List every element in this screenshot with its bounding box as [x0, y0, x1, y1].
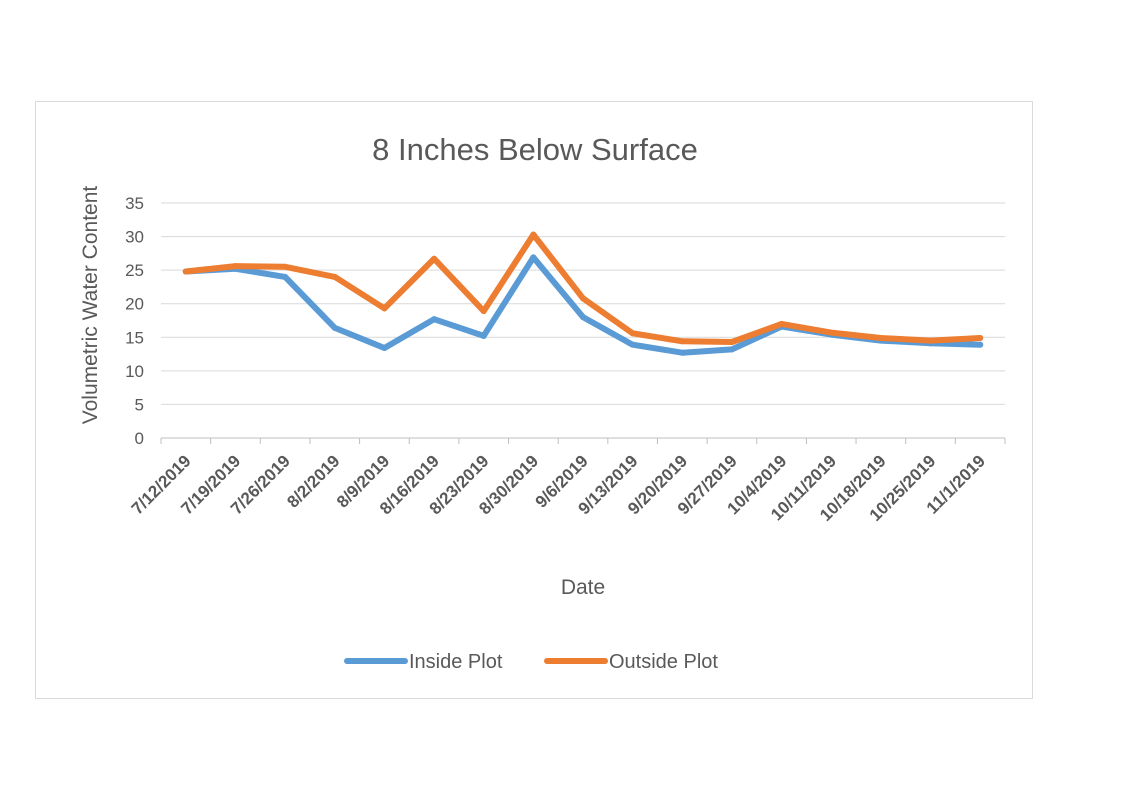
data-point — [331, 324, 338, 331]
data-point — [927, 337, 934, 344]
series-line-outside-plot — [182, 231, 984, 345]
data-point — [381, 345, 388, 352]
data-point — [431, 255, 438, 262]
chart-title: 8 Inches Below Surface — [372, 132, 698, 167]
data-point — [580, 295, 586, 302]
legend-label: Inside Plot — [409, 651, 503, 673]
legend: Inside Plot Outside Plot — [344, 651, 718, 673]
y-tick-label: 5 — [135, 395, 144, 414]
data-point — [282, 273, 289, 280]
data-point — [728, 338, 735, 345]
line-chart: 8 Inches Below Surface 0 5 10 15 20 25 30 35 7/… — [79, 132, 1006, 673]
data-point — [182, 268, 189, 275]
y-tick-label: 10 — [125, 362, 144, 381]
data-point — [580, 314, 586, 321]
data-point — [629, 341, 636, 348]
y-tick-label: 15 — [125, 328, 144, 347]
y-tick-label: 30 — [125, 228, 144, 247]
data-point — [530, 254, 537, 261]
data-point — [877, 334, 884, 341]
y-axis-title: Volumetric Water Content — [79, 186, 102, 425]
data-point — [381, 305, 388, 312]
data-point — [778, 320, 785, 327]
data-point — [629, 330, 636, 337]
data-point — [977, 341, 984, 348]
y-tick-labels: 0 5 10 15 20 25 30 35 — [125, 194, 144, 448]
data-point — [728, 346, 735, 353]
data-point — [480, 308, 487, 315]
legend-label: Outside Plot — [609, 651, 718, 673]
series-lines — [182, 231, 984, 356]
data-point — [232, 263, 239, 270]
gridlines — [161, 202, 1005, 405]
y-tick-label: 0 — [135, 429, 144, 448]
data-point — [431, 316, 438, 323]
x-tick-label: 8/2/2019 — [283, 451, 343, 511]
data-point — [828, 329, 835, 336]
x-axis: 7/12/20197/19/20197/26/20198/2/20198/9/2… — [128, 437, 1006, 525]
data-point — [480, 332, 487, 339]
y-tick-label: 25 — [125, 261, 144, 280]
data-point — [679, 349, 686, 356]
data-point — [282, 263, 289, 270]
x-axis-title: Date — [561, 576, 605, 599]
y-tick-label: 20 — [125, 295, 144, 314]
data-point — [679, 338, 686, 345]
chart-container: 8 Inches Below Surface 0 5 10 15 20 25 30 35 7/… — [35, 101, 1033, 699]
data-point — [331, 273, 338, 280]
data-point — [977, 334, 984, 341]
y-tick-label: 35 — [125, 194, 144, 213]
data-point — [530, 231, 537, 238]
